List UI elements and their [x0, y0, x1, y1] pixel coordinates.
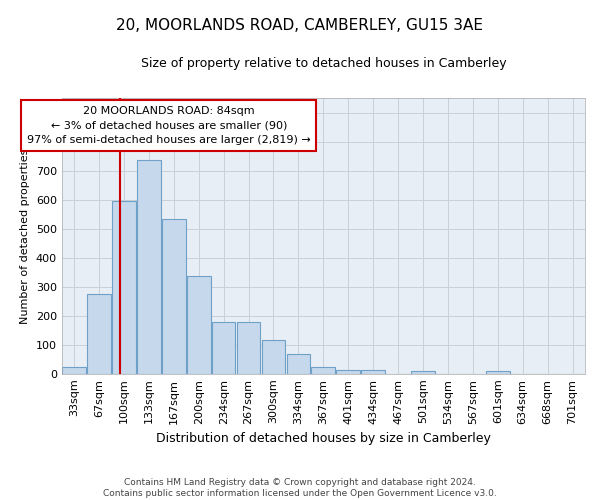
Bar	[287, 354, 310, 374]
Bar	[237, 322, 260, 374]
Text: 20 MOORLANDS ROAD: 84sqm
← 3% of detached houses are smaller (90)
97% of semi-de: 20 MOORLANDS ROAD: 84sqm ← 3% of detache…	[27, 106, 311, 146]
Bar	[137, 160, 161, 374]
Bar	[411, 371, 435, 374]
Bar	[162, 218, 185, 374]
Y-axis label: Number of detached properties: Number of detached properties	[20, 148, 30, 324]
Title: Size of property relative to detached houses in Camberley: Size of property relative to detached ho…	[140, 58, 506, 70]
Bar	[337, 370, 360, 374]
Bar	[87, 294, 111, 374]
Bar	[112, 201, 136, 374]
Bar	[262, 340, 286, 374]
X-axis label: Distribution of detached houses by size in Camberley: Distribution of detached houses by size …	[156, 432, 491, 445]
Bar	[187, 276, 211, 374]
Text: 20, MOORLANDS ROAD, CAMBERLEY, GU15 3AE: 20, MOORLANDS ROAD, CAMBERLEY, GU15 3AE	[116, 18, 484, 32]
Bar	[361, 370, 385, 374]
Bar	[311, 366, 335, 374]
Bar	[62, 366, 86, 374]
Bar	[212, 322, 235, 374]
Bar	[486, 371, 509, 374]
Text: Contains HM Land Registry data © Crown copyright and database right 2024.
Contai: Contains HM Land Registry data © Crown c…	[103, 478, 497, 498]
